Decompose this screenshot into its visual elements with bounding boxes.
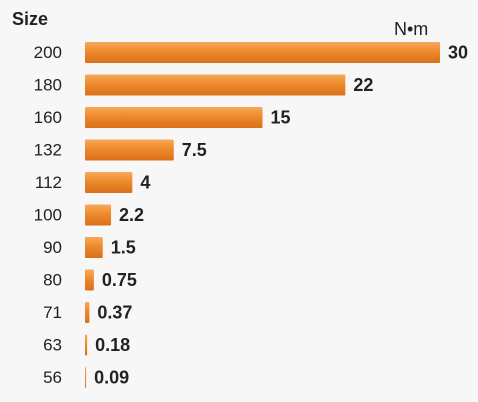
value-label: 22 (353, 75, 373, 95)
y-tick-label: 71 (43, 303, 62, 322)
value-label: 0.09 (94, 367, 129, 387)
y-tick-label: 80 (43, 270, 62, 289)
bar (85, 237, 103, 258)
bar (85, 302, 90, 323)
bar (85, 42, 440, 63)
y-tick-label: 180 (34, 75, 62, 94)
y-tick-label: 100 (34, 205, 62, 224)
unit-label: N•m (394, 19, 428, 39)
bar (85, 269, 94, 291)
y-tick-label: 56 (43, 368, 62, 387)
y-tick-label: 112 (35, 173, 62, 192)
y-tick-label: 90 (43, 238, 62, 257)
value-label: 0.18 (95, 335, 130, 355)
value-label: 30 (448, 42, 468, 62)
bar (85, 204, 112, 226)
value-label: 4 (140, 172, 150, 192)
axis-title: Size (12, 9, 48, 29)
bar (85, 74, 346, 96)
bar (85, 107, 263, 128)
bar (85, 172, 133, 193)
y-tick-label: 200 (34, 43, 62, 62)
value-label: 0.37 (97, 302, 132, 322)
bar (85, 334, 88, 356)
value-label: 0.75 (102, 270, 137, 290)
value-label: 7.5 (182, 140, 207, 160)
y-tick-label: 132 (34, 140, 62, 159)
y-tick-label: 160 (34, 108, 62, 127)
value-label: 15 (271, 107, 291, 127)
bar (85, 139, 174, 161)
bar (85, 367, 87, 388)
value-label: 2.2 (119, 205, 144, 225)
value-label: 1.5 (111, 237, 136, 257)
y-tick-label: 63 (43, 335, 62, 354)
